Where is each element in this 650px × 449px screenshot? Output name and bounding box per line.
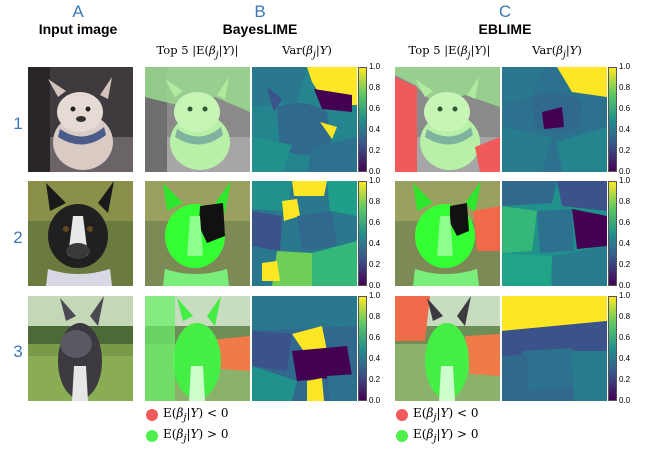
eblime-mean-map-2 [395, 181, 500, 286]
colorbar-tick-label: 0.2 [369, 375, 381, 384]
eblime-variance-map-3 [502, 296, 607, 401]
column-title-eblime: EBLIME [478, 21, 532, 37]
colorbar-eblime-2 [608, 181, 617, 286]
colorbar-tick-label: 0.6 [369, 333, 381, 342]
bayeslime-mean-map-1 [145, 67, 250, 172]
eblime-variance-map-2 [502, 181, 607, 286]
bayeslime-var-subtitle: Var(βj|Y) [282, 43, 332, 61]
colorbar-eblime-1 [608, 67, 617, 172]
input-image-dog-2 [28, 181, 133, 286]
row-number-1: 1 [13, 114, 23, 133]
colorbar-tick-label: 0.4 [619, 125, 631, 134]
eblime-mean-map-3 [395, 296, 500, 401]
colorbar-tick-label: 1.0 [619, 291, 631, 300]
colorbar-tick-label: 0.8 [619, 312, 631, 321]
eblime-variance-map-1 [502, 67, 607, 172]
legend-positive-marker-eblime [396, 430, 408, 442]
colorbar-tick-label: 1.0 [369, 291, 381, 300]
column-letter-b: B [254, 2, 266, 21]
colorbar-tick-label: 0.8 [619, 197, 631, 206]
bayeslime-variance-map-2 [252, 181, 357, 286]
colorbar-tick-label: 0.4 [369, 239, 381, 248]
colorbar-tick-label: 1.0 [619, 62, 631, 71]
colorbar-tick-label: 0.0 [369, 167, 381, 176]
colorbar-tick-label: 1.0 [369, 176, 381, 185]
colorbar-tick-label: 0.6 [369, 218, 381, 227]
colorbar-eblime-3 [608, 296, 617, 401]
colorbar-tick-label: 0.2 [619, 146, 631, 155]
colorbar-tick-label: 0.2 [619, 375, 631, 384]
bayeslime-mean-map-3 [145, 296, 250, 401]
colorbar-tick-label: 0.6 [619, 218, 631, 227]
column-letter-c: C [498, 2, 512, 21]
colorbar-tick-label: 0.6 [619, 333, 631, 342]
colorbar-tick-label: 0.4 [619, 354, 631, 363]
column-title-input-image: Input image [38, 21, 118, 37]
legend-negative-marker-eblime [396, 409, 408, 421]
colorbar-bayeslime-3 [358, 296, 367, 401]
colorbar-tick-label: 0.2 [369, 260, 381, 269]
column-title-bayeslime: BayesLIME [222, 21, 298, 37]
colorbar-tick-label: 0.0 [369, 281, 381, 290]
row-number-3: 3 [13, 342, 23, 361]
bayeslime-mean-map-2 [145, 181, 250, 286]
colorbar-bayeslime-1 [358, 67, 367, 172]
legend-positive-marker-bayeslime [146, 430, 158, 442]
colorbar-tick-label: 0.4 [369, 354, 381, 363]
legend-negative-label-bayeslime: E(βj|Y) < 0 [163, 406, 229, 424]
legend-positive-label-bayeslime: E(βj|Y) > 0 [163, 427, 229, 445]
eblime-mean-subtitle: Top 5 |E(βj|Y)| [408, 43, 491, 61]
colorbar-tick-label: 1.0 [369, 62, 381, 71]
colorbar-tick-label: 0.8 [369, 312, 381, 321]
input-image-dog-1 [28, 67, 133, 172]
colorbar-tick-label: 0.2 [369, 146, 381, 155]
input-image-dog-3 [28, 296, 133, 401]
colorbar-tick-label: 1.0 [619, 176, 631, 185]
bayeslime-variance-map-1 [252, 67, 357, 172]
colorbar-tick-label: 0.6 [369, 104, 381, 113]
colorbar-tick-label: 0.0 [619, 281, 631, 290]
colorbar-tick-label: 0.0 [369, 396, 381, 405]
colorbar-bayeslime-2 [358, 181, 367, 286]
colorbar-tick-label: 0.0 [619, 396, 631, 405]
column-letter-a: A [72, 2, 84, 21]
eblime-mean-map-1 [395, 67, 500, 172]
colorbar-tick-label: 0.0 [619, 167, 631, 176]
legend-negative-label-eblime: E(βj|Y) < 0 [413, 406, 479, 424]
colorbar-tick-label: 0.8 [369, 83, 381, 92]
legend-negative-marker-bayeslime [146, 409, 158, 421]
colorbar-tick-label: 0.8 [369, 197, 381, 206]
colorbar-tick-label: 0.8 [619, 83, 631, 92]
eblime-var-subtitle: Var(βj|Y) [532, 43, 582, 61]
legend-positive-label-eblime: E(βj|Y) > 0 [413, 427, 479, 445]
colorbar-tick-label: 0.4 [619, 239, 631, 248]
colorbar-tick-label: 0.6 [619, 104, 631, 113]
row-number-2: 2 [13, 228, 23, 247]
bayeslime-mean-subtitle: Top 5 |E(βj|Y)| [156, 43, 239, 61]
colorbar-tick-label: 0.2 [619, 260, 631, 269]
colorbar-tick-label: 0.4 [369, 125, 381, 134]
bayeslime-variance-map-3 [252, 296, 357, 401]
